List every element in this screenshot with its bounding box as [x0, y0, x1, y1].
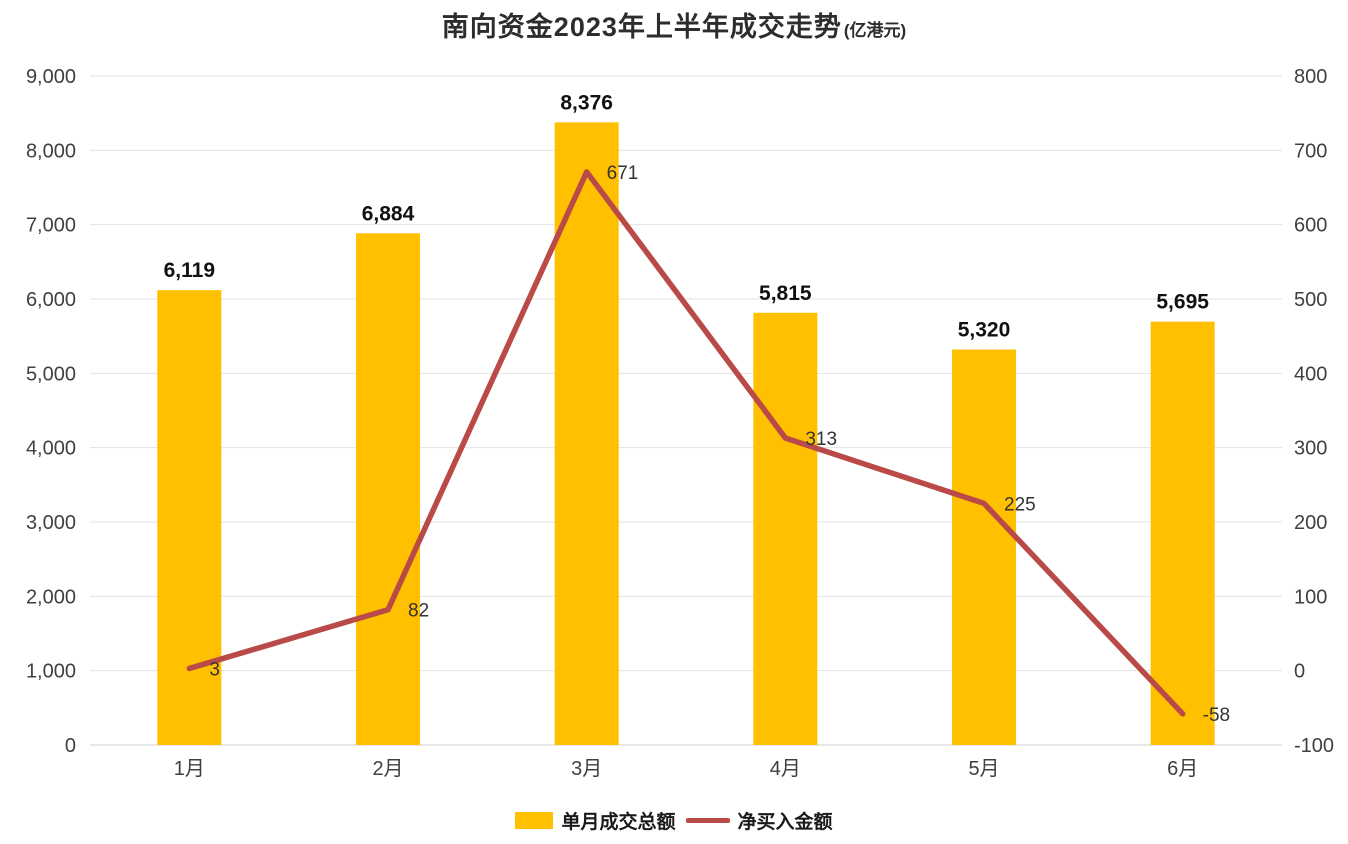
right-axis-tick-label: 500 — [1294, 289, 1327, 311]
line-series — [186, 169, 1186, 717]
left-axis-tick-label: 4,000 — [26, 438, 76, 460]
bar — [554, 122, 619, 745]
chart-legend: 单月成交总额 净买入金额 — [0, 807, 1348, 834]
x-axis-label: 3月 — [571, 758, 602, 780]
left-axis-tick-label: 8,000 — [26, 140, 76, 162]
bar-value-label: 6,884 — [362, 202, 415, 225]
line-series-swatch — [685, 818, 730, 823]
right-axis-tick-label: 0 — [1294, 661, 1305, 683]
line-value-label: 82 — [408, 601, 429, 622]
right-axis-tick-label: 200 — [1294, 512, 1327, 534]
left-axis-tick-label: 1,000 — [26, 661, 76, 683]
line-value-label: -58 — [1203, 705, 1230, 726]
right-axis-tick-label: 400 — [1294, 363, 1327, 385]
left-axis-tick-label: 5,000 — [26, 363, 76, 385]
left-axis-tick-label: 3,000 — [26, 512, 76, 534]
legend-bar-label: 单月成交总额 — [561, 812, 676, 833]
x-axis-label: 1月 — [174, 758, 205, 780]
left-axis-tick-label: 2,000 — [26, 586, 76, 608]
legend-line-label: 净买入金额 — [737, 812, 833, 833]
right-axis-tick-label: -100 — [1294, 735, 1334, 757]
left-axis-tick-label: 7,000 — [26, 215, 76, 237]
bar — [356, 233, 420, 745]
right-axis-tick-label: 300 — [1294, 438, 1327, 460]
line-value-label: 313 — [805, 429, 837, 450]
bar-value-label: 5,815 — [759, 282, 812, 305]
right-axis-tick-label: 700 — [1294, 140, 1327, 162]
left-axis-tick-label: 0 — [65, 735, 76, 757]
x-axis-label: 2月 — [372, 758, 403, 780]
bar-value-label: 5,695 — [1156, 291, 1209, 314]
x-axis-label: 6月 — [1167, 758, 1198, 780]
bar-value-label: 6,119 — [164, 259, 215, 282]
line-value-label: 3 — [209, 659, 220, 680]
x-axis-label: 5月 — [968, 758, 999, 780]
chart-title-unit: (亿港元) — [843, 21, 907, 40]
chart-title-text: 南向资金2023年上半年成交走势 — [441, 12, 842, 42]
line-value-label: 671 — [607, 163, 639, 184]
bar-value-label: 5,320 — [958, 319, 1011, 342]
left-axis-tick-label: 9,000 — [26, 66, 76, 88]
legend-item-line: 净买入金额 — [685, 807, 833, 834]
chart-title: 南向资金2023年上半年成交走势 (亿港元) — [0, 10, 1348, 49]
x-axis-label: 4月 — [770, 758, 801, 780]
legend-item-bar: 单月成交总额 — [515, 807, 676, 834]
bar — [952, 349, 1016, 745]
bar-value-label: 8,376 — [560, 91, 613, 114]
bar — [753, 312, 818, 745]
left-axis-tick-label: 6,000 — [26, 289, 76, 311]
bar — [1150, 321, 1215, 745]
right-axis-tick-label: 800 — [1294, 66, 1327, 88]
bar-series-swatch — [515, 812, 554, 829]
right-axis-tick-label: 600 — [1294, 215, 1327, 237]
right-axis-tick-label: 100 — [1294, 586, 1327, 608]
line-value-label: 225 — [1004, 494, 1036, 515]
